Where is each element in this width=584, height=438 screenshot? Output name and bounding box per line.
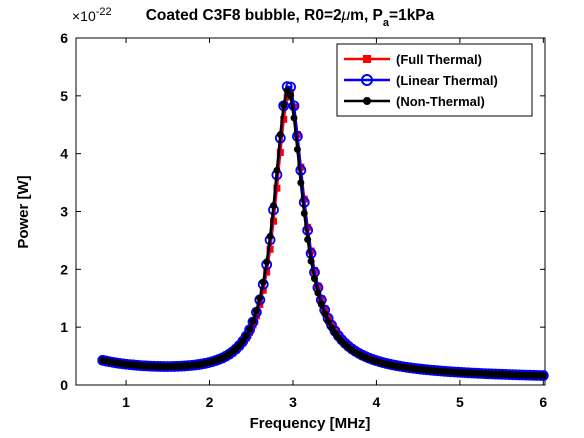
data-point	[242, 332, 250, 340]
chart-title: Coated C3F8 bubble, R0=2μm, Pa=1kPa	[146, 7, 435, 29]
data-point	[249, 317, 257, 325]
legend-item-linear-thermal: (Linear Thermal)	[344, 73, 498, 88]
legend-marker-linear-thermal	[361, 74, 373, 86]
series-2	[99, 87, 547, 380]
legend-item-non-thermal: (Non-Thermal)	[344, 94, 485, 109]
legend-item-full-thermal: (Full Thermal)	[344, 52, 482, 67]
data-series	[97, 81, 549, 381]
x-tick-label: 1	[122, 394, 130, 410]
data-point	[321, 310, 329, 318]
data-point	[324, 317, 332, 325]
data-point	[239, 337, 247, 345]
y-tick-label: 6	[60, 30, 68, 46]
data-point	[276, 131, 284, 139]
legend-label-full-thermal: (Full Thermal)	[396, 52, 482, 67]
data-point	[285, 81, 296, 93]
data-point	[297, 179, 305, 187]
legend-marker-non-thermal	[363, 97, 371, 105]
data-point	[276, 148, 284, 156]
y-axis-label: Power [W]	[15, 175, 32, 248]
x-axis-label: Frequency [MHz]	[250, 415, 371, 432]
data-point	[256, 294, 264, 302]
data-point	[317, 300, 325, 308]
data-point	[314, 289, 322, 297]
legend-label-non-thermal: (Non-Thermal)	[396, 94, 485, 109]
legend: (Full Thermal) (Linear Thermal) (Non-The…	[336, 43, 533, 117]
data-point	[300, 209, 308, 217]
y-tick-label: 5	[60, 88, 68, 104]
x-tick-label: 3	[289, 394, 297, 410]
x-tick-label: 5	[456, 394, 464, 410]
y-tick-label: 4	[60, 146, 68, 162]
y-tick-label: 2	[60, 261, 68, 277]
x-tick-label: 6	[539, 394, 547, 410]
data-point	[246, 325, 254, 333]
y-exponent-label: ×10-22	[72, 6, 112, 24]
data-point	[252, 307, 260, 315]
data-point	[273, 166, 281, 174]
x-tick-label: 4	[373, 394, 381, 410]
data-point	[259, 278, 267, 286]
data-point	[328, 324, 336, 332]
data-point	[293, 145, 301, 153]
data-point	[283, 93, 291, 101]
data-point	[259, 286, 267, 294]
data-point	[269, 202, 277, 210]
data-point	[310, 275, 318, 283]
data-point	[283, 87, 291, 95]
axis-ticks: 1 2 3 4 5 6 0 1 2 3 4 5 6	[60, 30, 547, 410]
data-point	[280, 101, 288, 109]
data-point	[266, 232, 274, 240]
data-point	[290, 114, 298, 122]
data-point	[263, 268, 271, 276]
x-tick-label: 2	[206, 394, 214, 410]
data-point	[304, 236, 312, 244]
data-point	[287, 92, 295, 100]
y-tick-label: 0	[60, 377, 68, 393]
y-tick-label: 1	[60, 319, 68, 335]
legend-marker-full-thermal	[363, 55, 371, 63]
data-point	[263, 258, 271, 266]
y-tick-label: 3	[60, 204, 68, 220]
data-point	[273, 184, 281, 192]
data-point	[280, 115, 288, 123]
data-point	[539, 372, 547, 380]
legend-label-linear-thermal: (Linear Thermal)	[396, 73, 498, 88]
data-point	[307, 257, 315, 265]
data-point	[269, 217, 277, 225]
data-point	[266, 245, 274, 253]
